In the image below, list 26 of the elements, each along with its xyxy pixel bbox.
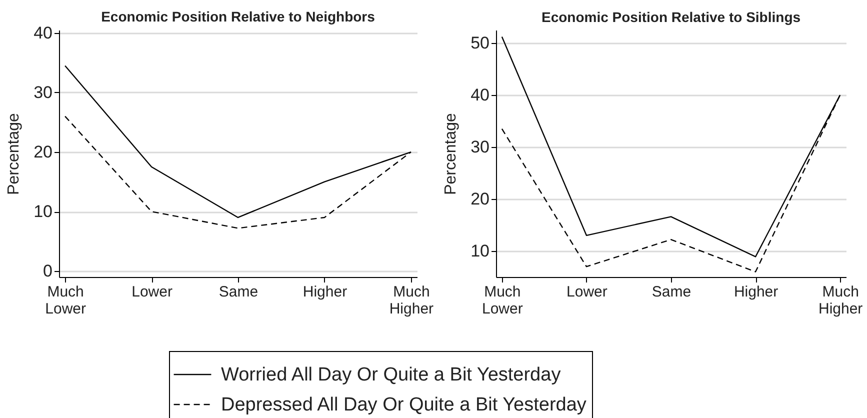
- x-tick-label: Higher: [734, 284, 778, 300]
- y-tick-label: 40: [470, 86, 490, 104]
- x-tick-label: Much Higher: [818, 284, 863, 318]
- y-tick-label: 30: [34, 82, 52, 102]
- y-tick-label: 40: [34, 23, 52, 42]
- y-tick-label: 10: [34, 202, 52, 222]
- legend-label: Depressed All Day Or Quite a Bit Yesterday: [221, 394, 587, 416]
- y-axis-title: Percentage: [442, 112, 460, 195]
- chart-title: Economic Position Relative to Siblings: [541, 9, 801, 25]
- legend-label: Worried All Day Or Quite a Bit Yesterday: [221, 364, 562, 386]
- x-tick-label: Much Lower: [482, 284, 523, 318]
- y-tick-label: 30: [470, 138, 490, 156]
- x-tick-label: Same: [218, 284, 258, 300]
- x-tick-label: Much Higher: [389, 284, 434, 318]
- y-axis-title: Percentage: [6, 112, 23, 195]
- chart-title: Economic Position Relative to Neighbors: [101, 8, 376, 24]
- x-tick-label: Same: [652, 284, 692, 300]
- y-tick-label: 10: [470, 242, 490, 260]
- y-tick-label: 0: [43, 262, 52, 281]
- y-tick-label: 50: [470, 34, 490, 52]
- x-tick-label: Lower: [132, 284, 172, 300]
- y-tick-label: 20: [470, 190, 490, 208]
- x-tick-label: Lower: [566, 284, 608, 300]
- y-tick-label: 20: [34, 142, 52, 162]
- x-tick-label: Higher: [302, 284, 348, 300]
- x-tick-label: Much Lower: [45, 284, 86, 318]
